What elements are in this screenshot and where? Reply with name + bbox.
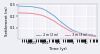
Y-axis label: Settlement (m): Settlement (m): [5, 6, 9, 36]
X-axis label: Time (yr): Time (yr): [49, 47, 66, 52]
Legend: -- 2 m (2 m), -- 3 m (3 m): -- 2 m (2 m), -- 3 m (3 m): [35, 32, 88, 38]
